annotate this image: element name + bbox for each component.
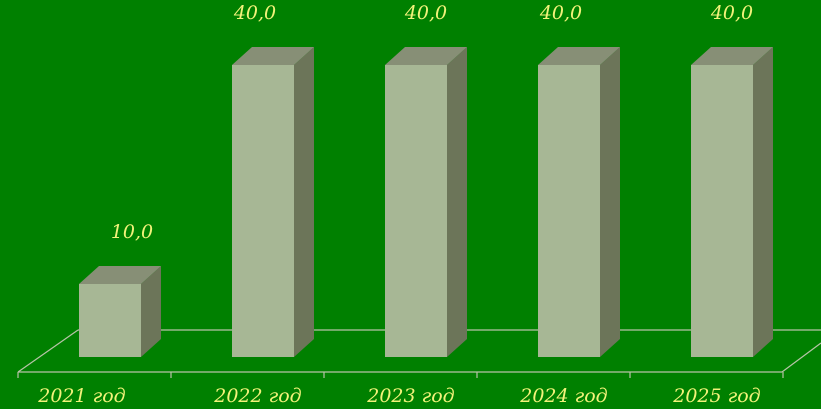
bar <box>232 47 314 357</box>
floor-left-edge <box>17 329 79 373</box>
bar-top <box>232 47 314 65</box>
category-label: 2024 год <box>519 385 607 407</box>
value-labels-group: 10,0 40,0 40,0 40,0 40,0 <box>111 2 753 243</box>
category-label: 2021 год <box>37 385 125 407</box>
bar <box>538 47 620 357</box>
floor-right-edge <box>781 342 821 373</box>
value-label: 40,0 <box>539 2 582 24</box>
bar-top <box>79 266 161 284</box>
bar-top <box>538 47 620 65</box>
bar-front <box>691 65 753 357</box>
bar <box>79 266 161 357</box>
bar-side <box>600 47 620 357</box>
value-label: 10,0 <box>111 221 153 243</box>
bar <box>691 47 773 357</box>
bar-front <box>538 65 600 357</box>
category-label: 2025 год <box>672 385 760 407</box>
bars-group <box>79 47 773 357</box>
bar <box>385 47 467 357</box>
bar-front <box>232 65 294 357</box>
value-label: 40,0 <box>710 2 753 24</box>
category-label: 2023 год <box>366 385 454 407</box>
category-label: 2022 год <box>213 385 301 407</box>
value-label: 40,0 <box>404 2 447 24</box>
bar-side <box>294 47 314 357</box>
value-label: 40,0 <box>233 2 276 24</box>
bar-top <box>385 47 467 65</box>
bar-side <box>447 47 467 357</box>
bar-top <box>691 47 773 65</box>
axis-labels-group: 2021 год 2022 год 2023 год 2024 год 2025 год <box>37 385 760 407</box>
bar-side <box>753 47 773 357</box>
bar-side <box>141 266 161 357</box>
bar-front <box>385 65 447 357</box>
bar-front <box>79 284 141 357</box>
